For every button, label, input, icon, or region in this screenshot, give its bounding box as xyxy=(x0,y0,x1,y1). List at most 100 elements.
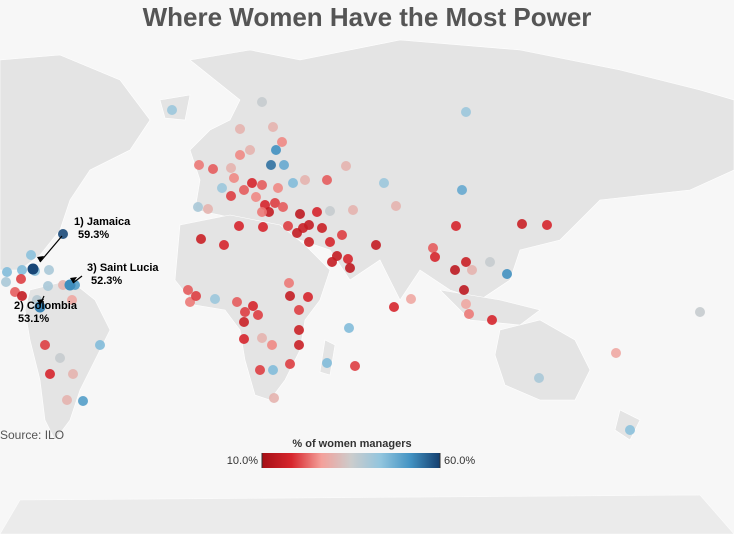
country-dot xyxy=(292,228,302,238)
country-dot xyxy=(253,310,263,320)
country-dot xyxy=(611,348,621,358)
annotation-arrowhead xyxy=(70,277,77,283)
country-dot xyxy=(343,254,353,264)
country-dot xyxy=(16,274,26,284)
country-dot xyxy=(270,198,280,208)
country-dot xyxy=(247,178,257,188)
country-dot xyxy=(284,278,294,288)
country-dot xyxy=(344,323,354,333)
country-dot xyxy=(322,175,332,185)
country-dot xyxy=(78,396,88,406)
country-dot xyxy=(183,285,193,295)
country-dot xyxy=(264,207,274,217)
country-dot xyxy=(191,291,201,301)
country-dot xyxy=(464,309,474,319)
country-dot xyxy=(277,137,287,147)
annotated-dot xyxy=(27,263,39,275)
country-dot xyxy=(44,265,54,275)
legend-title: % of women managers xyxy=(292,438,411,450)
country-dot xyxy=(428,243,438,253)
country-dot xyxy=(239,334,249,344)
country-dot xyxy=(248,301,258,311)
country-dot xyxy=(55,353,65,363)
country-dot xyxy=(278,202,288,212)
country-dot xyxy=(266,160,276,170)
country-dot xyxy=(257,207,267,217)
country-dot xyxy=(273,183,283,193)
country-dot xyxy=(267,340,277,350)
country-dot xyxy=(257,180,267,190)
country-dot xyxy=(294,340,304,350)
country-dot xyxy=(203,204,213,214)
annotation-arrowhead xyxy=(37,299,44,305)
country-dot xyxy=(196,234,206,244)
country-dot xyxy=(389,302,399,312)
country-dot xyxy=(371,240,381,250)
country-dot xyxy=(271,145,281,155)
country-dot xyxy=(62,395,72,405)
annotation-label: 2) Colombia xyxy=(14,300,78,312)
country-dot xyxy=(167,105,177,115)
country-dot xyxy=(534,373,544,383)
country-dot xyxy=(461,299,471,309)
country-dot xyxy=(40,340,50,350)
annotation-value: 53.1% xyxy=(18,313,49,325)
country-dot xyxy=(303,292,313,302)
country-dot xyxy=(450,265,460,275)
country-dot xyxy=(283,221,293,231)
annotation-value: 52.3% xyxy=(91,275,122,287)
legend-min: 10.0% xyxy=(227,455,258,467)
country-dot xyxy=(58,229,68,239)
country-dot xyxy=(325,237,335,247)
country-dot xyxy=(217,183,227,193)
annotation-arrowhead xyxy=(37,256,44,262)
country-dot xyxy=(517,219,527,229)
annotation-arrow xyxy=(39,235,63,263)
country-dot xyxy=(235,150,245,160)
country-dot xyxy=(294,305,304,315)
country-dot xyxy=(210,294,220,304)
country-dot xyxy=(2,267,12,277)
dots xyxy=(1,97,705,435)
country-dot xyxy=(95,340,105,350)
source: Source: ILO xyxy=(0,428,64,442)
annotation-label: 3) Saint Lucia xyxy=(87,262,159,274)
country-dot xyxy=(232,297,242,307)
country-dot xyxy=(234,221,244,231)
annotation-value: 59.3% xyxy=(78,229,109,241)
country-dot xyxy=(269,393,279,403)
country-dot xyxy=(193,202,203,212)
country-dot xyxy=(487,315,497,325)
country-dot xyxy=(294,325,304,335)
country-dot xyxy=(542,220,552,230)
country-dot xyxy=(257,333,267,343)
country-dot xyxy=(502,269,512,279)
country-dot xyxy=(304,220,314,230)
country-dot xyxy=(229,173,239,183)
country-dot xyxy=(194,160,204,170)
country-dot xyxy=(26,250,36,260)
country-dot xyxy=(226,163,236,173)
country-dot xyxy=(279,160,289,170)
country-dot xyxy=(235,124,245,134)
country-dot xyxy=(304,237,314,247)
country-dot xyxy=(208,164,218,174)
country-dot xyxy=(67,295,77,305)
country-dot xyxy=(348,205,358,215)
country-dot xyxy=(461,107,471,117)
country-dot xyxy=(239,317,249,327)
annotation-label: 1) Jamaica xyxy=(74,216,131,228)
country-dot xyxy=(268,365,278,375)
country-dot xyxy=(285,291,295,301)
country-dot xyxy=(219,240,229,250)
country-dot xyxy=(317,223,327,233)
country-dot xyxy=(457,185,467,195)
country-dot xyxy=(295,209,305,219)
country-dot xyxy=(461,257,471,267)
country-dot xyxy=(451,221,461,231)
country-dot xyxy=(322,358,332,368)
country-dot xyxy=(459,285,469,295)
country-dot xyxy=(467,265,477,275)
country-dot xyxy=(379,178,389,188)
